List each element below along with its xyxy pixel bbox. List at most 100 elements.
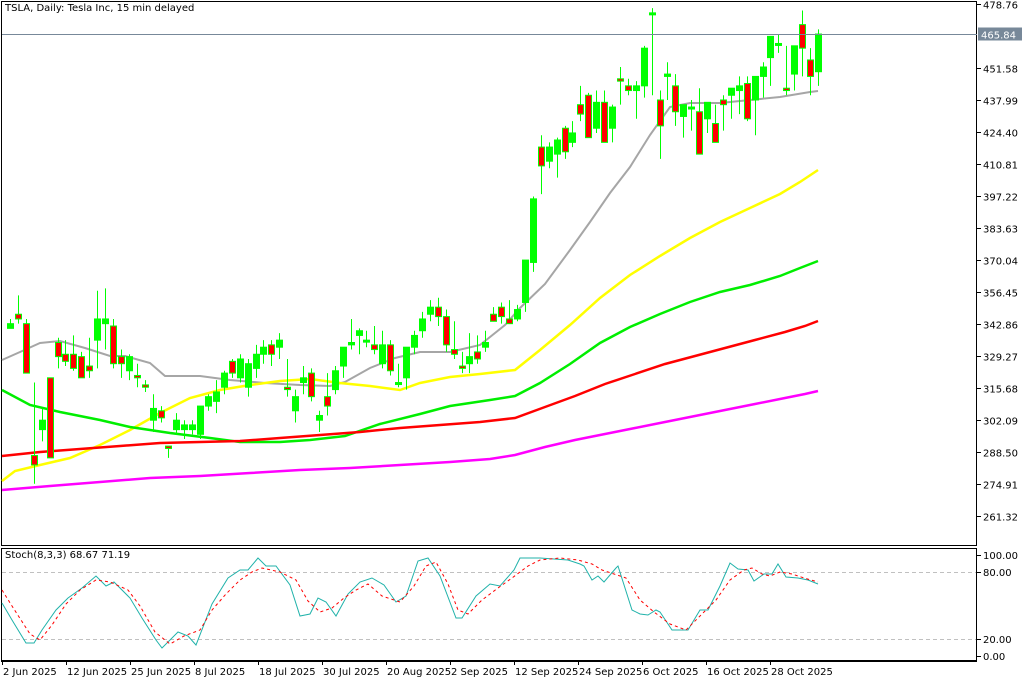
candle [340, 346, 347, 367]
candle [118, 356, 125, 365]
candle [221, 372, 228, 388]
stoch-tick-label: 20.00 [983, 635, 1012, 646]
date-tick-label: 25 Jun 2025 [131, 667, 191, 678]
candle [332, 370, 339, 391]
candle [728, 87, 735, 96]
time-axis[interactable]: 2 Jun 2025 12 Jun 2025 25 Jun 2025 8 Jul 20… [1, 661, 977, 678]
candle [181, 424, 188, 431]
candle [419, 318, 426, 332]
price-tick-label: 370.04 [983, 257, 1018, 268]
candle [150, 407, 157, 421]
price-tick-label: 315.68 [983, 385, 1018, 396]
candle [451, 349, 458, 355]
candle [126, 356, 133, 372]
date-tick-label: 16 Oct 2025 [707, 667, 769, 678]
candle [276, 339, 283, 348]
candle [649, 12, 656, 16]
candle [664, 73, 671, 77]
price-tick-label: 342.86 [983, 321, 1018, 332]
date-tick-label: 20 Aug 2025 [387, 667, 451, 678]
stochastic-lines [1, 557, 819, 649]
ma-line-green [1, 259, 819, 444]
candle [411, 334, 418, 348]
candle [815, 33, 822, 73]
candle [31, 455, 38, 466]
stoch-tick-label: 0.00 [983, 652, 1005, 663]
candle [78, 356, 85, 379]
date-tick-label: 30 Jul 2025 [323, 667, 380, 678]
date-tick-label: 12 Sep 2025 [515, 667, 578, 678]
candle [760, 66, 767, 77]
price-axis[interactable]: 478.76 451.58 437.99 424.40 410.81 397.22 383.… [977, 1, 1018, 524]
candle [720, 99, 727, 106]
candle [165, 445, 172, 449]
current-price-badge [978, 27, 1022, 41]
candle [379, 344, 386, 365]
candle [62, 353, 69, 362]
candle [490, 313, 497, 322]
candle [205, 396, 212, 407]
candle [47, 377, 54, 459]
candle [791, 45, 798, 75]
price-tick-label: 261.32 [983, 513, 1018, 524]
candle [324, 396, 331, 407]
stoch-main-line [1, 557, 819, 649]
candle [70, 353, 77, 369]
chart-title: TSLA, Daily: Tesla Inc, 15 min delayed [5, 3, 195, 14]
candle [577, 104, 584, 115]
price-tick-label: 274.91 [983, 481, 1018, 492]
candle [363, 339, 370, 343]
candle [245, 363, 252, 388]
candle [197, 405, 204, 435]
candle [443, 316, 450, 346]
candle [775, 42, 782, 46]
candle [173, 419, 180, 431]
candle [657, 99, 664, 127]
candle [807, 59, 814, 77]
candle [7, 323, 14, 329]
candle [546, 146, 553, 162]
candle [625, 85, 632, 92]
price-tick-label: 478.76 [983, 1, 1018, 12]
candle [134, 374, 141, 379]
candle [39, 419, 46, 431]
candle [522, 259, 529, 303]
price-tick-label: 329.27 [983, 353, 1018, 364]
candle [498, 306, 505, 318]
candle [617, 78, 624, 82]
candle [260, 346, 267, 355]
candle [110, 325, 117, 365]
current-price-label: 465.84 [981, 31, 1016, 42]
price-tick-label: 397.22 [983, 193, 1018, 204]
candle [696, 111, 703, 155]
candle [94, 318, 101, 341]
price-tick-label: 437.99 [983, 97, 1018, 108]
candle [102, 318, 109, 325]
stochastic-frame [1, 548, 977, 661]
price-tick-label: 356.45 [983, 289, 1018, 300]
candle [767, 35, 774, 59]
candle [308, 372, 315, 398]
candle [562, 127, 569, 153]
candle [158, 410, 165, 419]
date-tick-label: 24 Sep 2025 [579, 667, 642, 678]
candle [482, 341, 489, 348]
candle [387, 344, 394, 372]
date-tick-label: 2 Jun 2025 [3, 667, 57, 678]
stoch-tick-label: 80.00 [983, 568, 1012, 579]
price-tick-label: 302.09 [983, 417, 1018, 428]
candle [712, 123, 719, 143]
stochastic-axis: 100.00 80.00 20.00 0.00 [977, 551, 1018, 663]
candle [736, 85, 743, 92]
price-tick-label: 451.58 [983, 65, 1018, 76]
stoch-tick-label: 100.00 [983, 551, 1018, 562]
candle [585, 94, 592, 139]
candle [15, 313, 22, 320]
date-tick-label: 12 Jun 2025 [67, 667, 127, 678]
date-tick-label: 6 Oct 2025 [643, 667, 698, 678]
candle [459, 365, 466, 369]
date-tick-label: 2 Sep 2025 [451, 667, 508, 678]
ma-line-yellow [1, 168, 819, 482]
